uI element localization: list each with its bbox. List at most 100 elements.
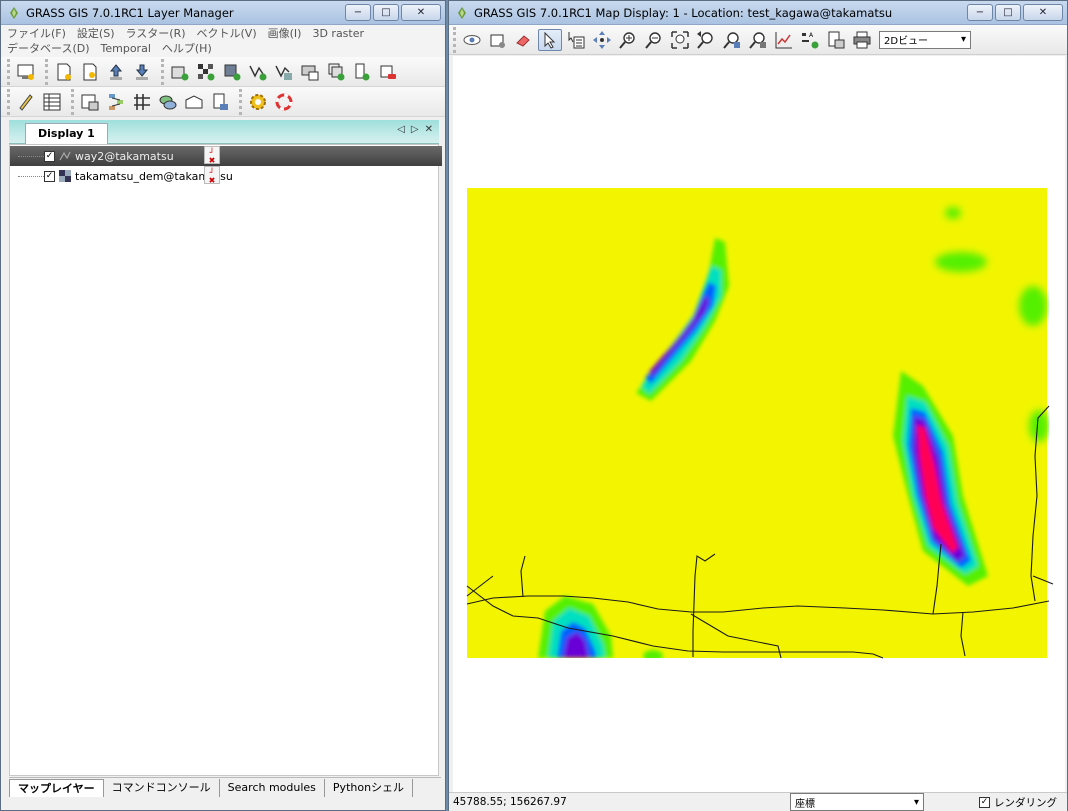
- tab-right-icon[interactable]: ▷: [410, 124, 419, 135]
- print-button[interactable]: [850, 29, 874, 51]
- save-display-button[interactable]: [824, 29, 848, 51]
- graphical-modeler-button[interactable]: [156, 91, 180, 113]
- layer-visibility-checkbox[interactable]: ✓: [44, 150, 55, 162]
- save-workspace-button[interactable]: [130, 61, 154, 83]
- menu-raster[interactable]: ラスター(R): [125, 27, 186, 40]
- composer-icon: [81, 94, 99, 110]
- tab-search-modules[interactable]: Search modules: [220, 779, 325, 797]
- zoom-out-button[interactable]: [642, 29, 666, 51]
- ne-patch-1: [935, 252, 987, 272]
- zoom-in-button[interactable]: [616, 29, 640, 51]
- tab-left-icon[interactable]: ◁: [397, 124, 405, 135]
- zoom-region-button[interactable]: [746, 29, 770, 51]
- attribute-table-button[interactable]: [40, 91, 64, 113]
- edit-vector-button[interactable]: [14, 91, 38, 113]
- map-calculator-button[interactable]: [208, 91, 232, 113]
- layer-name: way2@takamatsu: [75, 149, 174, 163]
- pointer-button[interactable]: [538, 28, 562, 51]
- zoom-back-button[interactable]: [694, 29, 718, 51]
- vector-layer-icon: [59, 151, 71, 161]
- new-display-button[interactable]: [14, 61, 38, 83]
- road-west-edge: [466, 575, 494, 597]
- menu-vector[interactable]: ベクトル(V): [196, 27, 257, 40]
- add-command-layer-button[interactable]: [350, 61, 374, 83]
- status-mode-select[interactable]: 座標 ▾: [790, 793, 924, 811]
- raster-grid-icon: [198, 63, 215, 80]
- georectifier-button[interactable]: [130, 91, 154, 113]
- close-button[interactable]: ✕: [1023, 4, 1063, 21]
- overlay-icon: [301, 65, 319, 80]
- menu-file[interactable]: ファイル(F): [7, 27, 66, 40]
- add-group-button[interactable]: [324, 61, 348, 83]
- add-vector-misc-button[interactable]: [272, 61, 296, 83]
- zoom-options-button[interactable]: [720, 29, 744, 51]
- query-button[interactable]: [564, 29, 588, 51]
- tab-python-shell[interactable]: Pythonシェル: [325, 779, 414, 797]
- menu-settings[interactable]: 設定(S): [76, 27, 115, 40]
- add-raster-3d-button[interactable]: [220, 61, 244, 83]
- pencil-icon: [19, 93, 33, 111]
- mask-top: [453, 56, 1065, 188]
- add-overlay-button[interactable]: [298, 61, 322, 83]
- menu-temporal[interactable]: Temporal: [100, 42, 151, 55]
- cartographic-composer-button[interactable]: [78, 91, 102, 113]
- display-map-button[interactable]: [460, 29, 484, 51]
- menu-database[interactable]: データベース(D): [7, 42, 90, 55]
- preferences-button[interactable]: [246, 91, 270, 113]
- tab-display-1[interactable]: Display 1: [25, 123, 108, 144]
- bottom-notebook-tabs: マップレイヤー コマンドコンソール Search modules Pythonシ…: [9, 777, 441, 797]
- menu-help[interactable]: ヘルプ(H): [161, 42, 212, 55]
- layer-manager-titlebar[interactable]: GRASS GIS 7.0.1RC1 Layer Manager − □ ✕: [1, 1, 445, 25]
- add-vector-button[interactable]: [246, 61, 270, 83]
- modeler-button[interactable]: [104, 91, 128, 113]
- menu-3d-raster[interactable]: 3D raster: [312, 27, 365, 40]
- close-button[interactable]: ✕: [401, 4, 441, 21]
- road-north-spur: [692, 553, 716, 657]
- mask-bottom: [453, 658, 1065, 792]
- load-button[interactable]: [104, 61, 128, 83]
- map-tools-group: A 2Dビュー ▾: [453, 26, 974, 53]
- add-raster-button[interactable]: [168, 61, 192, 83]
- vector-misc-icon: [275, 65, 292, 80]
- maximize-button[interactable]: □: [373, 4, 399, 21]
- eraser-icon: [516, 34, 530, 47]
- eye-icon: [463, 34, 481, 45]
- tab-close-icon[interactable]: ✕: [424, 124, 433, 135]
- view-mode-select[interactable]: 2Dビュー ▾: [879, 30, 971, 49]
- road-main: [466, 595, 1050, 615]
- map-swipe-button[interactable]: [182, 91, 206, 113]
- layer-row-takamatsu-dem[interactable]: ✓ takamatsu_dem@takamatsu: [10, 166, 233, 186]
- layer-visibility-checkbox[interactable]: ✓: [44, 170, 55, 182]
- render-label: レンダリング: [994, 796, 1057, 809]
- render-toggle[interactable]: ✓ レンダリング: [979, 795, 1057, 810]
- erase-display-button[interactable]: [512, 29, 536, 51]
- layer-row-way2[interactable]: ✓ way2@takamatsu: [10, 146, 442, 166]
- zoom-extent-button[interactable]: [668, 29, 692, 51]
- layer-options-button[interactable]: ┘ ✖: [204, 146, 220, 165]
- open-workspace-button[interactable]: [78, 61, 102, 83]
- pan-button[interactable]: [590, 29, 614, 51]
- map-display-titlebar[interactable]: GRASS GIS 7.0.1RC1 Map Display: 1 - Loca…: [449, 1, 1067, 25]
- tab-command-console[interactable]: コマンドコンソール: [104, 779, 220, 797]
- ne-patch-3: [945, 207, 961, 219]
- map-swipe-icon: [185, 94, 203, 108]
- render-map-icon: [490, 34, 505, 48]
- render-map-button[interactable]: [486, 29, 510, 51]
- ridge-e-peak: [917, 424, 958, 553]
- analyze-button[interactable]: [772, 29, 796, 51]
- minimize-button[interactable]: −: [345, 4, 371, 21]
- add-legend-button[interactable]: A: [798, 29, 822, 51]
- menu-imagery[interactable]: 画像(I): [267, 27, 302, 40]
- maximize-button[interactable]: □: [995, 4, 1021, 21]
- remove-layer-button[interactable]: [376, 61, 400, 83]
- add-raster-misc-button[interactable]: [194, 61, 218, 83]
- new-workspace-button[interactable]: [52, 61, 76, 83]
- tab-map-layers[interactable]: マップレイヤー: [9, 779, 104, 797]
- layer-options-button[interactable]: ┘ ✖: [204, 166, 220, 185]
- edit-group: [7, 88, 68, 115]
- minimize-button[interactable]: −: [967, 4, 993, 21]
- workspace-group: [45, 58, 158, 85]
- map-canvas[interactable]: [453, 56, 1065, 792]
- help-button[interactable]: [272, 91, 296, 113]
- render-checkbox[interactable]: ✓: [979, 796, 990, 808]
